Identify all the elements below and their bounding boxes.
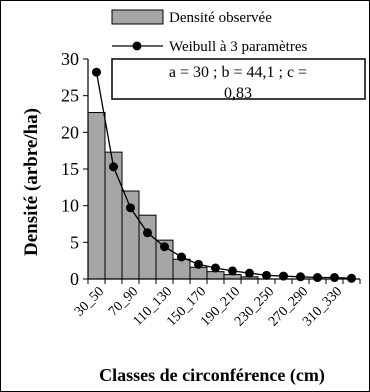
legend-swatch-observed (111, 9, 164, 25)
annotation-line1: a = 30 ; b = 44,1 ; c = (169, 64, 307, 81)
legend: Densité observée Weibull à 3 paramètres (111, 9, 307, 55)
y-tick-label: 25 (61, 86, 79, 106)
weibull-point-50_70 (109, 162, 118, 172)
weibull-line (95, 72, 352, 279)
weibull-point-330_350 (347, 273, 356, 283)
weibull-point-70_90 (126, 203, 135, 213)
y-tick-label: 15 (61, 159, 79, 179)
y-tick-label: 30 (61, 49, 79, 69)
y-tick-label: 5 (70, 232, 79, 252)
weibull-point-230_250 (262, 270, 271, 280)
y-ticks-group: 0 5 10 15 20 25 30 (61, 49, 88, 289)
bar-130_150 (172, 258, 191, 280)
weibull-point-30_50 (92, 67, 101, 77)
bar-170_190 (206, 271, 225, 280)
legend-label-weibull: Weibull à 3 paramètres (169, 39, 307, 55)
annotation: a = 30 ; b = 44,1 ; c = 0,83 (111, 58, 366, 102)
weibull-point-170_190 (211, 263, 220, 273)
x-ticks-group: 30_5070_90110_130150_170190_210230_25027… (72, 279, 361, 329)
weibull-point-150_170 (194, 259, 203, 269)
bar-150_170 (189, 266, 208, 280)
legend-marker-weibull (132, 41, 142, 51)
weibull-point-130_150 (177, 252, 186, 262)
weibull-point-270_290 (296, 272, 305, 282)
weibull-point-110_130 (160, 242, 169, 252)
y-tick-label: 10 (61, 196, 79, 216)
weibull-point-290_310 (313, 273, 322, 283)
y-tick-label: 20 (61, 122, 79, 142)
y-tick-label: 0 (70, 269, 79, 289)
x-axis-title: Classes de circonférence (cm) (99, 365, 325, 386)
bar-30_50 (87, 112, 106, 280)
annotation-box (111, 58, 366, 100)
weibull-point-90_110 (143, 228, 152, 238)
y-axis-title: Densité (arbre/ha) (21, 108, 42, 256)
weibull-point-210_230 (245, 268, 254, 278)
weibull-point-190_210 (228, 266, 237, 276)
weibull-curve-group (92, 67, 356, 283)
x-tick-label: 30_50 (72, 284, 107, 319)
annotation-line2: 0,83 (224, 85, 252, 102)
weibull-point-250_270 (279, 271, 288, 281)
bars-group (87, 112, 259, 280)
legend-label-observed: Densité observée (169, 10, 272, 26)
weibull-point-310_330 (330, 273, 339, 283)
